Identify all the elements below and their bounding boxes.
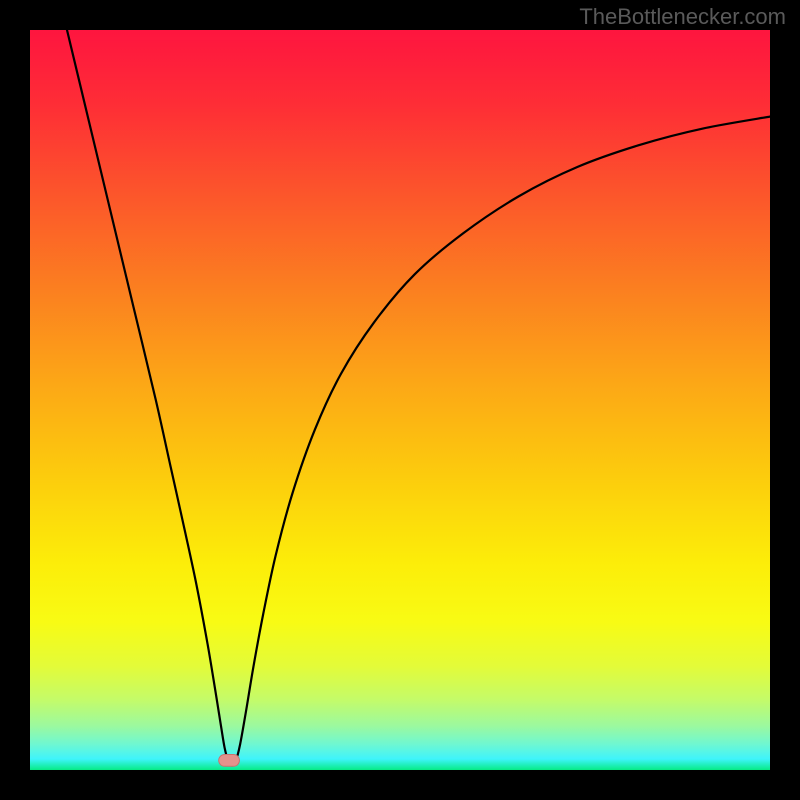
optimum-marker: [219, 754, 240, 766]
plot-area: [30, 30, 770, 770]
chart-svg: [30, 30, 770, 770]
chart-container: TheBottlenecker.com: [0, 0, 800, 800]
gradient-background: [30, 30, 770, 770]
watermark-text: TheBottlenecker.com: [579, 4, 786, 30]
